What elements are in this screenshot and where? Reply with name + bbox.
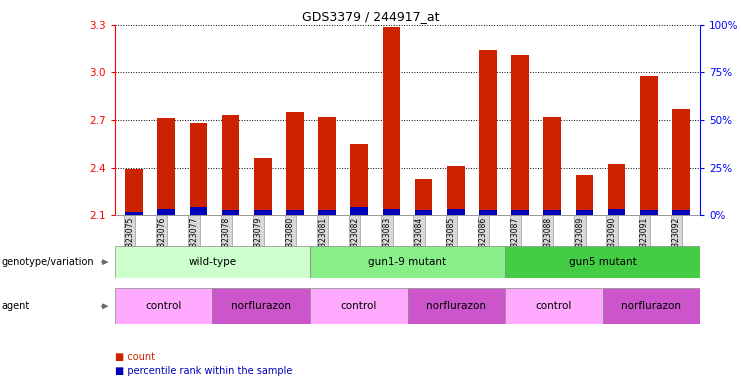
Bar bbox=[222, 210, 239, 215]
Bar bbox=[310, 246, 505, 278]
Bar bbox=[254, 210, 272, 215]
Bar bbox=[286, 112, 304, 215]
Bar bbox=[319, 210, 336, 215]
Text: control: control bbox=[536, 301, 572, 311]
Text: agent: agent bbox=[1, 301, 30, 311]
Bar bbox=[543, 117, 561, 215]
Bar bbox=[672, 109, 690, 215]
Text: GDS3379 / 244917_at: GDS3379 / 244917_at bbox=[302, 10, 439, 23]
Bar bbox=[640, 210, 657, 215]
Bar bbox=[125, 212, 143, 215]
Bar bbox=[158, 118, 175, 215]
Bar bbox=[408, 288, 505, 324]
Bar bbox=[115, 288, 213, 324]
Bar bbox=[602, 288, 700, 324]
Bar bbox=[672, 210, 690, 215]
Bar bbox=[310, 288, 408, 324]
Bar bbox=[608, 164, 625, 215]
Bar bbox=[222, 115, 239, 215]
Bar bbox=[576, 175, 594, 215]
Bar bbox=[479, 50, 496, 215]
Text: gun5 mutant: gun5 mutant bbox=[569, 257, 637, 267]
Bar bbox=[213, 288, 310, 324]
Bar bbox=[350, 207, 368, 215]
Bar bbox=[115, 246, 310, 278]
Bar bbox=[447, 166, 465, 215]
Bar bbox=[415, 210, 433, 215]
Bar bbox=[576, 210, 594, 215]
Text: ■ percentile rank within the sample: ■ percentile rank within the sample bbox=[115, 366, 292, 376]
Text: genotype/variation: genotype/variation bbox=[1, 257, 94, 267]
Bar bbox=[543, 210, 561, 215]
Text: control: control bbox=[145, 301, 182, 311]
Text: norflurazon: norflurazon bbox=[426, 301, 486, 311]
Bar bbox=[511, 210, 529, 215]
Bar bbox=[479, 210, 496, 215]
Bar bbox=[350, 144, 368, 215]
Bar bbox=[505, 288, 602, 324]
Text: norflurazon: norflurazon bbox=[231, 301, 291, 311]
Bar bbox=[640, 76, 657, 215]
Bar bbox=[415, 179, 433, 215]
Bar bbox=[125, 169, 143, 215]
Bar bbox=[158, 209, 175, 215]
Bar bbox=[254, 158, 272, 215]
Text: ■ count: ■ count bbox=[115, 352, 155, 362]
Bar bbox=[319, 117, 336, 215]
Bar bbox=[286, 210, 304, 215]
Text: wild-type: wild-type bbox=[188, 257, 236, 267]
Bar bbox=[190, 207, 207, 215]
Text: gun1-9 mutant: gun1-9 mutant bbox=[368, 257, 447, 267]
Bar bbox=[505, 246, 700, 278]
Text: control: control bbox=[341, 301, 377, 311]
Bar bbox=[447, 209, 465, 215]
Bar bbox=[511, 55, 529, 215]
Bar bbox=[382, 26, 400, 215]
Bar bbox=[608, 209, 625, 215]
Bar bbox=[382, 209, 400, 215]
Bar bbox=[190, 123, 207, 215]
Text: norflurazon: norflurazon bbox=[622, 301, 682, 311]
